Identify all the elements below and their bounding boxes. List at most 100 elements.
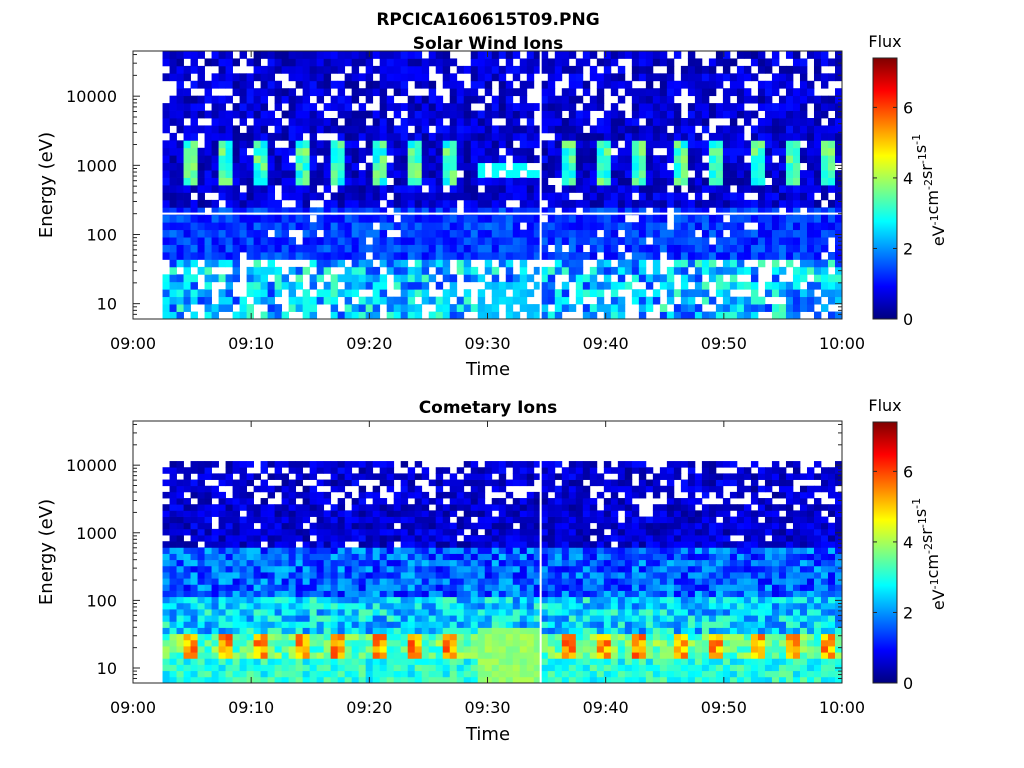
heatmap-cell (197, 51, 205, 59)
heatmap-cell (162, 199, 170, 208)
heatmap-cell (414, 559, 423, 567)
heatmap-cell (218, 207, 226, 216)
heatmap-cell (421, 584, 430, 591)
heatmap-cell (316, 627, 325, 635)
heatmap-cell (379, 229, 388, 238)
heatmap-cell (715, 199, 724, 208)
heatmap-cell (386, 676, 395, 684)
heatmap-cell (603, 162, 612, 171)
heatmap-cell (183, 498, 191, 505)
heatmap-cell (232, 296, 240, 305)
heatmap-cell (491, 621, 500, 628)
heatmap-cell (708, 110, 717, 119)
heatmap-cell (456, 266, 465, 275)
heatmap-cell (344, 639, 353, 647)
heatmap-cell (421, 289, 430, 298)
heatmap-cell (736, 132, 745, 141)
heatmap-cell (274, 147, 283, 156)
heatmap-cell (281, 311, 290, 320)
heatmap-cell (232, 229, 240, 238)
heatmap-cell (743, 207, 752, 216)
heatmap-cell (323, 553, 332, 561)
heatmap-cell (806, 289, 815, 298)
heatmap-cell (211, 627, 219, 635)
heatmap-cell (435, 516, 444, 524)
heatmap-cell (519, 125, 528, 134)
heatmap-cell (491, 639, 500, 647)
heatmap-cell (568, 553, 577, 561)
heatmap-cell (792, 162, 801, 171)
heatmap-cell (414, 199, 423, 208)
heatmap-cell (246, 185, 254, 193)
heatmap-cell (365, 584, 374, 591)
heatmap-cell (295, 627, 304, 635)
heatmap-cell (701, 244, 710, 253)
heatmap-cell (232, 609, 240, 616)
heatmap-cell (631, 266, 640, 275)
heatmap-cell (365, 296, 374, 305)
heatmap-cell (218, 118, 226, 126)
heatmap-cell (218, 103, 226, 111)
heatmap-cell (246, 547, 254, 554)
heatmap-cell (526, 199, 535, 208)
heatmap-cell (267, 553, 276, 561)
heatmap-cell (498, 676, 507, 684)
heatmap-cell (835, 65, 843, 74)
heatmap-cell (554, 311, 563, 320)
heatmap-cell (197, 658, 205, 665)
heatmap-cell (680, 177, 689, 186)
heatmap-cell (505, 88, 514, 97)
heatmap-cell (407, 237, 416, 245)
heatmap-cell (785, 73, 794, 82)
heatmap-cell (393, 192, 402, 201)
heatmap-cell (176, 170, 184, 178)
heatmap-cell (239, 621, 247, 628)
heatmap-cell (358, 602, 367, 610)
heatmap-cell (274, 266, 283, 275)
heatmap-cell (281, 504, 290, 511)
heatmap-cell (610, 88, 619, 97)
heatmap-cell (477, 229, 486, 238)
heatmap-cell (386, 132, 395, 141)
heatmap-cell (393, 528, 402, 536)
heatmap-cell (785, 244, 794, 253)
heatmap-cell (379, 222, 388, 231)
heatmap-cell (197, 155, 205, 164)
heatmap-cell (659, 177, 668, 186)
heatmap-cell (246, 627, 254, 635)
heatmap-cell (176, 281, 184, 290)
heatmap-cell (484, 281, 493, 290)
heatmap-cell (267, 51, 276, 59)
heatmap-cell (400, 627, 409, 635)
heatmap-cell (575, 185, 584, 193)
heatmap-cell (316, 553, 325, 561)
heatmap-cell (253, 633, 261, 641)
heatmap-cell (288, 578, 297, 585)
heatmap-cell (428, 609, 437, 616)
heatmap-cell (617, 80, 626, 89)
heatmap-cell (386, 553, 395, 561)
heatmap-cell (540, 177, 549, 186)
heatmap-cell (274, 311, 283, 320)
heatmap-cell (183, 259, 191, 268)
heatmap-cell (512, 565, 521, 573)
heatmap-cell (316, 510, 325, 517)
heatmap-cell (218, 170, 226, 178)
heatmap-cell (337, 65, 346, 74)
heatmap-cell (554, 304, 563, 312)
heatmap-cell (442, 207, 451, 216)
heatmap-cell (484, 596, 493, 604)
heatmap-cell (169, 304, 177, 312)
heatmap-cell (218, 51, 226, 59)
heatmap-cell (302, 639, 311, 647)
heatmap-cell (400, 559, 409, 567)
heatmap-cell (673, 229, 682, 238)
heatmap-cell (778, 140, 787, 149)
heatmap-cell (435, 296, 444, 305)
heatmap-cell (330, 467, 339, 474)
heatmap-cell (687, 103, 696, 111)
heatmap-cell (778, 266, 787, 275)
heatmap-cell (358, 237, 367, 245)
heatmap-cell (498, 547, 507, 554)
heatmap-cell (540, 516, 549, 524)
